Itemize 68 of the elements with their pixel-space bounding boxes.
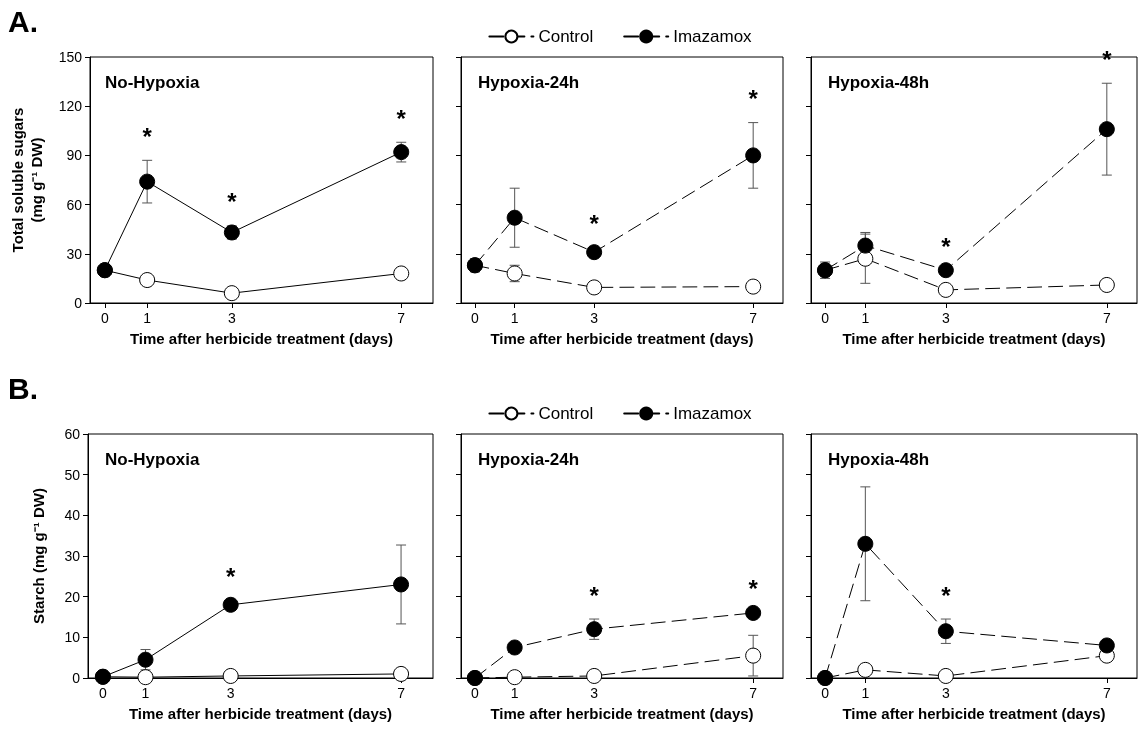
legend-label: Control [538, 404, 594, 423]
x-tick-label: 7 [749, 685, 758, 701]
x-tick-label: 3 [590, 310, 599, 326]
y-tick-label: 0 [72, 670, 81, 686]
text: Hypoxia-24h [478, 450, 580, 469]
x-tick-label: 7 [749, 310, 758, 326]
y-tick-label: 20 [64, 588, 81, 605]
x-axis-title: Time after herbicide treatment (days) [490, 705, 754, 722]
y-tick-label: 150 [58, 49, 83, 65]
text: Hypoxia-48h [828, 450, 930, 469]
annotation: * [589, 209, 600, 237]
text: No-Hypoxia [105, 450, 200, 469]
annotation: * [589, 581, 600, 609]
y-axis-title: Starch (mg g⁻¹ DW) [30, 488, 47, 624]
text: Hypoxia-48h [828, 73, 930, 92]
annotation: * [142, 122, 153, 150]
annotation: * [941, 581, 952, 609]
x-axis-title: Time after herbicide treatment (days) [128, 705, 393, 722]
x-tick-label: 1 [141, 685, 150, 701]
annotation: * [1102, 45, 1113, 73]
x-tick-label: 7 [1102, 310, 1111, 326]
y-tick-label: 90 [66, 147, 83, 164]
x-tick-label: 1 [143, 310, 152, 326]
annotation: * [226, 563, 237, 591]
y-tick-label: 40 [64, 507, 81, 524]
y-axis-title: Total soluble sugars (mg g⁻¹ DW) [9, 107, 45, 253]
x-tick-label: 0 [821, 310, 830, 326]
x-axis-title: Time after herbicide treatment (days) [842, 705, 1106, 722]
x-tick-label: 0 [821, 685, 830, 701]
x-tick-label: 0 [100, 310, 109, 326]
x-tick-label: 7 [397, 310, 406, 326]
x-tick-label: 0 [471, 685, 480, 701]
y-tick-label: 50 [64, 466, 81, 483]
x-axis-title: Time after herbicide treatment (days) [490, 330, 754, 347]
annotation: * [748, 85, 759, 113]
annotation: * [396, 104, 407, 132]
y-tick-label: 60 [66, 196, 83, 213]
y-tick-label: 30 [66, 245, 83, 262]
x-tick-label: 1 [510, 685, 519, 701]
y-tick-label: 60 [64, 426, 81, 442]
y-tick-label: 0 [74, 295, 83, 311]
legend-label: Control [538, 27, 594, 46]
text: No-Hypoxia [105, 73, 200, 92]
x-tick-label: 1 [861, 310, 870, 326]
text: A. [8, 4, 38, 38]
x-tick-label: 3 [227, 310, 236, 326]
annotation: * [748, 575, 759, 603]
y-tick-label: 120 [58, 98, 83, 115]
x-tick-label: 3 [941, 685, 950, 701]
x-tick-label: 7 [397, 685, 406, 701]
x-tick-label: 3 [226, 685, 235, 701]
annotation: * [941, 232, 952, 260]
text: B. [8, 371, 38, 405]
x-tick-label: 0 [99, 685, 108, 701]
x-tick-label: 1 [510, 310, 519, 326]
y-tick-label: 10 [64, 629, 81, 646]
x-tick-label: 3 [941, 310, 950, 326]
legend-label: Imazamox [673, 404, 753, 423]
x-tick-label: 7 [1102, 685, 1111, 701]
y-tick-label: 30 [64, 548, 81, 564]
legend-label: Imazamox [673, 27, 753, 46]
annotation: * [227, 188, 238, 216]
x-tick-label: 3 [590, 685, 599, 701]
text: Hypoxia-24h [478, 73, 580, 92]
x-axis-title: Time after herbicide treatment (days) [129, 330, 394, 347]
x-axis-title: Time after herbicide treatment (days) [842, 330, 1106, 347]
x-tick-label: 0 [471, 310, 480, 326]
x-tick-label: 1 [861, 685, 870, 701]
